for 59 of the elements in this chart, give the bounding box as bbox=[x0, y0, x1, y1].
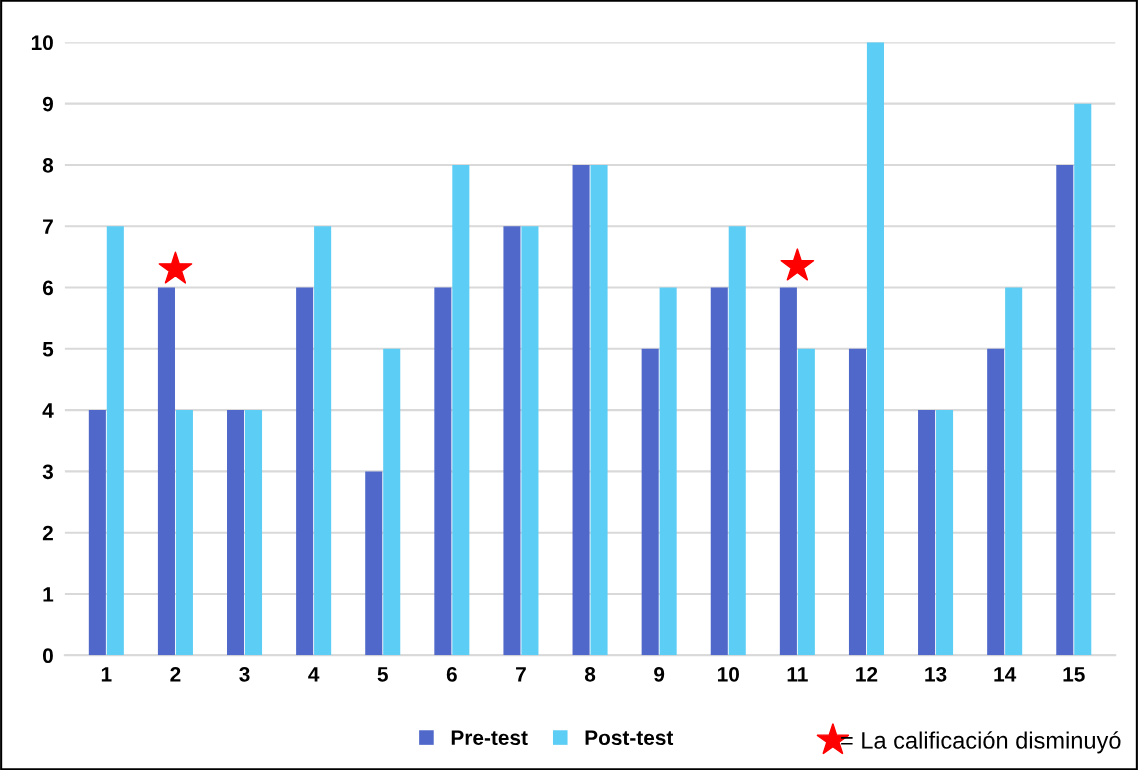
x-tick-label: 14 bbox=[994, 667, 1017, 682]
x-tick-label: 2 bbox=[170, 666, 181, 682]
bar bbox=[296, 287, 314, 656]
x-tick-label: 10 bbox=[717, 666, 739, 682]
x-tick-label: 7 bbox=[516, 667, 526, 682]
bar bbox=[1056, 164, 1074, 656]
x-tick-label: 5 bbox=[377, 667, 388, 682]
bar bbox=[88, 410, 106, 656]
bar bbox=[383, 348, 401, 656]
bar bbox=[987, 348, 1005, 656]
bar bbox=[157, 287, 175, 656]
bar bbox=[1005, 287, 1023, 656]
y-tick-label: 0 bbox=[42, 648, 53, 664]
y-tick-label: 8 bbox=[42, 157, 54, 173]
bar bbox=[227, 410, 245, 656]
x-tick-label: 3 bbox=[239, 666, 250, 682]
y-tick-label: 5 bbox=[42, 342, 54, 357]
bar bbox=[434, 287, 452, 656]
bar bbox=[106, 226, 124, 656]
bar bbox=[1074, 103, 1092, 656]
x-tick-label: 11 bbox=[787, 667, 808, 682]
x-tick-label: 8 bbox=[584, 666, 596, 682]
x-tick-label: 15 bbox=[1063, 667, 1085, 682]
x-tick-label: 9 bbox=[654, 666, 665, 682]
y-tick-label: 6 bbox=[42, 280, 53, 296]
legend-label: Post-test bbox=[585, 730, 674, 746]
legend-label: = La calificación disminuyó bbox=[841, 731, 1121, 754]
bar bbox=[710, 287, 728, 656]
bar bbox=[779, 287, 797, 656]
bar bbox=[797, 348, 815, 656]
y-tick-label: 10 bbox=[31, 35, 53, 51]
bar bbox=[848, 348, 867, 656]
bar bbox=[641, 348, 659, 656]
x-tick-label: 1 bbox=[101, 667, 112, 682]
bar bbox=[590, 164, 608, 656]
bar bbox=[365, 471, 383, 656]
bar bbox=[659, 287, 677, 656]
bar bbox=[244, 410, 263, 656]
y-tick-label: 9 bbox=[42, 96, 53, 112]
bar bbox=[572, 164, 590, 656]
bar bbox=[521, 226, 539, 656]
x-tick-label: 6 bbox=[446, 666, 457, 682]
legend-label: Pre-test bbox=[451, 730, 528, 746]
y-tick-label: 1 bbox=[43, 587, 54, 602]
bar bbox=[314, 226, 332, 656]
y-tick-label: 4 bbox=[42, 403, 54, 418]
bar bbox=[503, 226, 521, 656]
x-tick-label: 12 bbox=[856, 666, 878, 682]
y-tick-label: 7 bbox=[43, 219, 53, 234]
bar bbox=[866, 42, 884, 656]
y-tick-label: 2 bbox=[42, 525, 53, 541]
x-tick-label: 13 bbox=[925, 666, 947, 682]
x-tick-label: 4 bbox=[308, 667, 320, 682]
bar bbox=[936, 410, 954, 656]
bar bbox=[175, 410, 193, 656]
bar bbox=[728, 226, 746, 656]
y-tick-label: 3 bbox=[42, 464, 53, 480]
bar bbox=[452, 164, 470, 656]
bar bbox=[918, 410, 936, 656]
